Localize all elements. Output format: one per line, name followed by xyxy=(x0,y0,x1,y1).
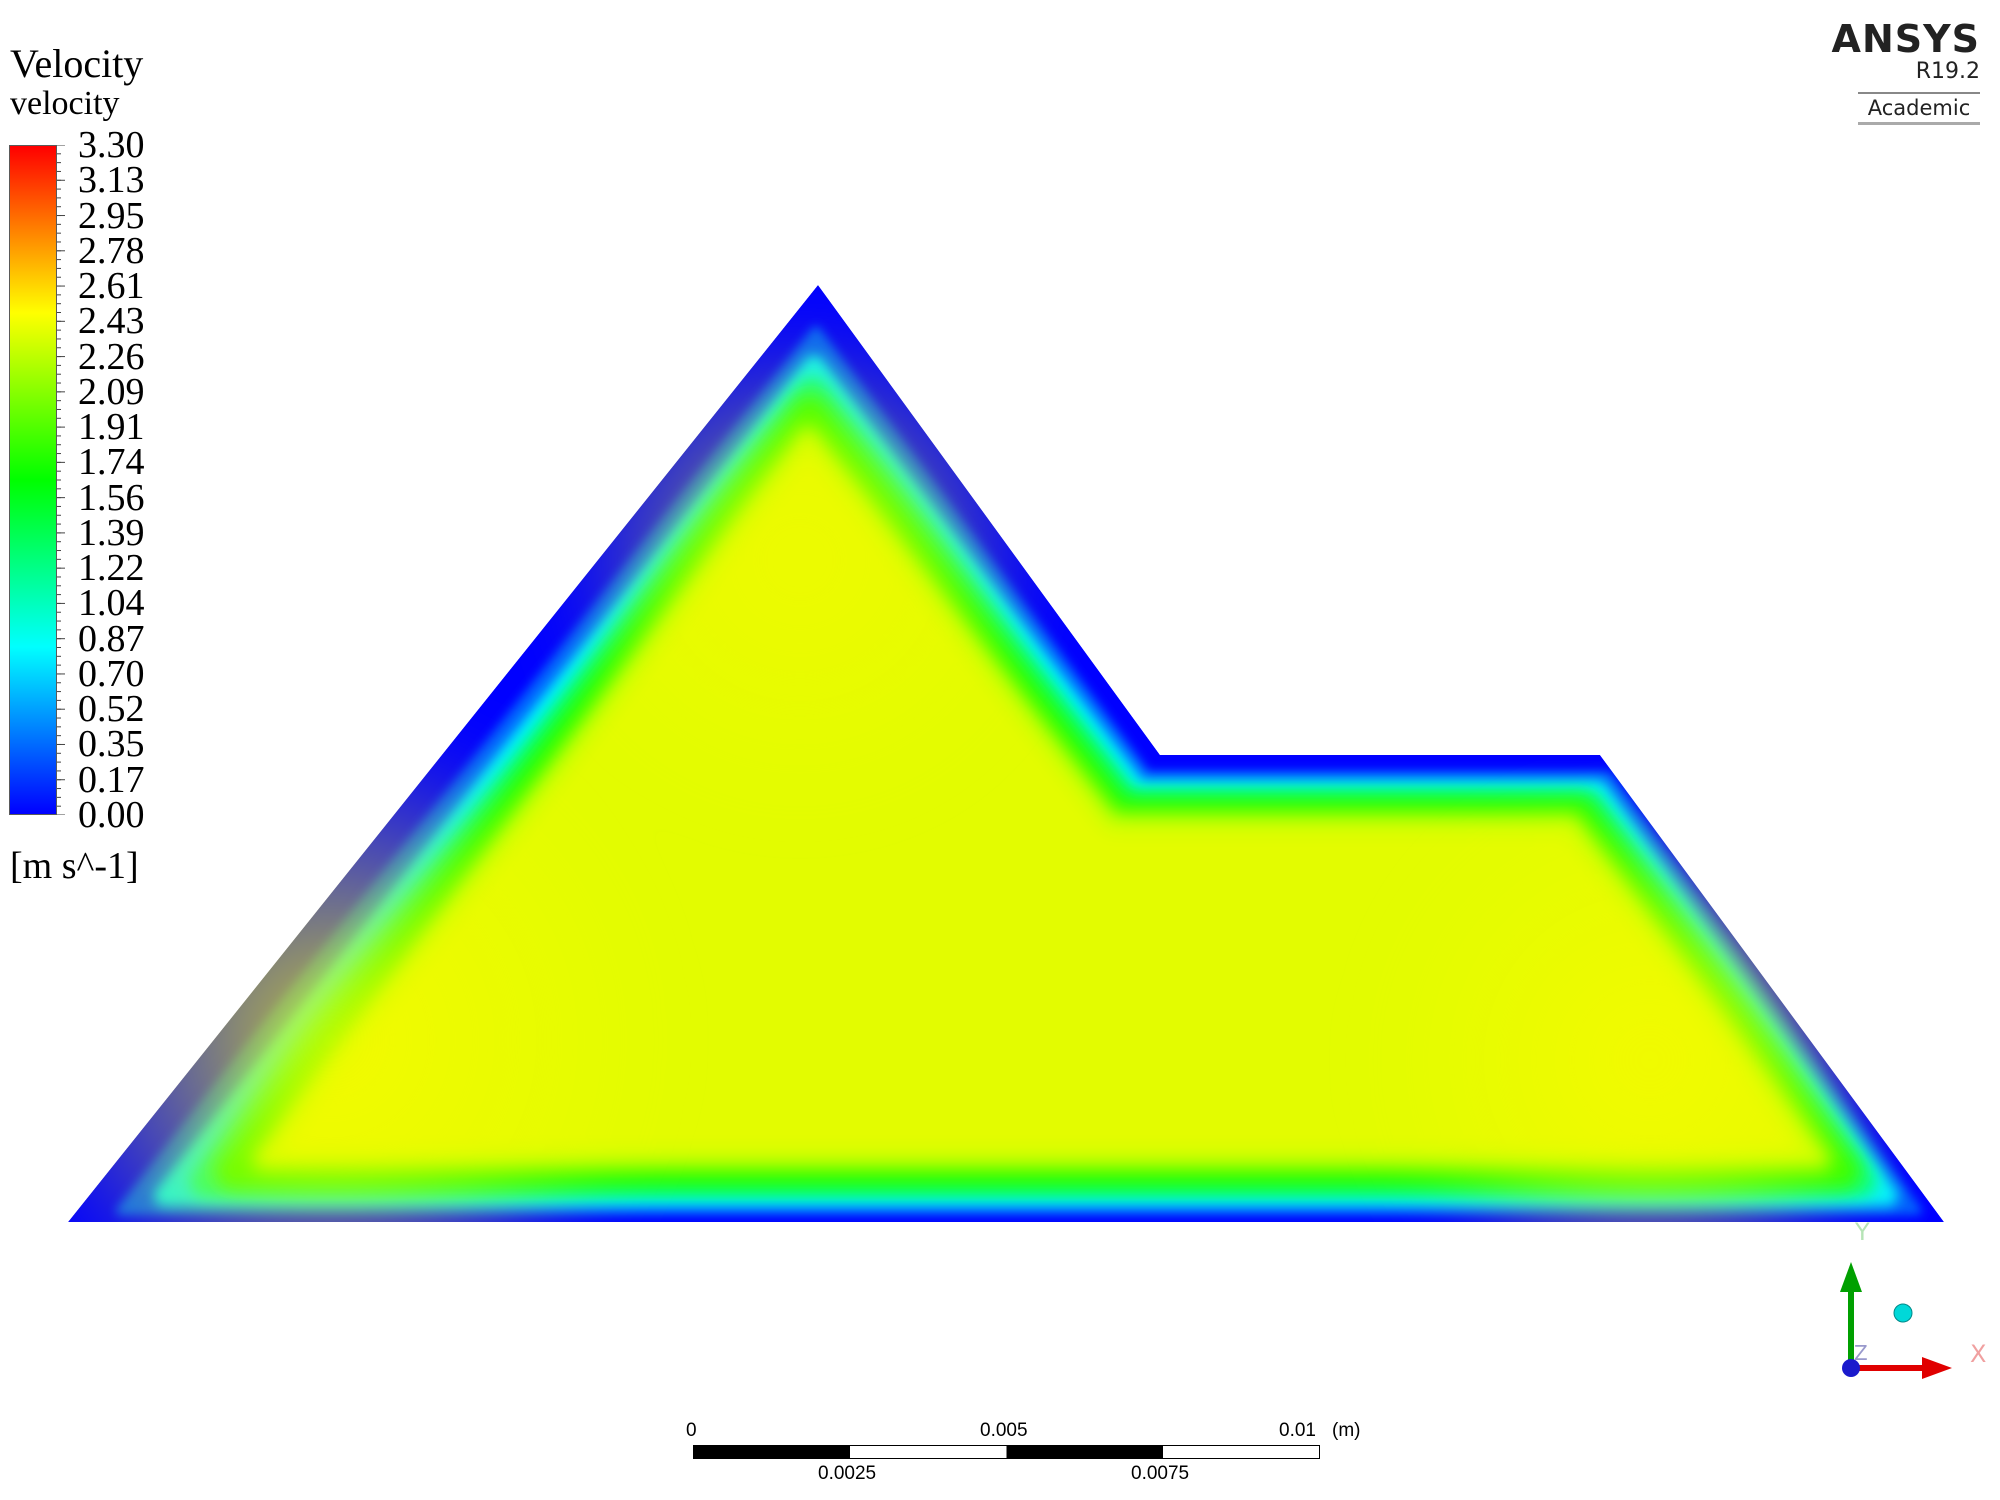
triad-y-label: Y xyxy=(1854,1218,1870,1246)
legend-tick-label: 3.30 xyxy=(78,124,145,166)
scale-unit: (m) xyxy=(1332,1420,1361,1441)
scale-label-0005: 0.005 xyxy=(980,1420,1028,1441)
legend-tick-label: 2.78 xyxy=(78,229,145,272)
legend-tick-label: 0.17 xyxy=(78,758,145,801)
brand-name: ANSYS xyxy=(1831,17,1980,61)
legend-tick-label: 2.61 xyxy=(78,265,145,308)
scale-label-00075: 0.0075 xyxy=(1131,1463,1190,1484)
scale-bar-segments xyxy=(693,1445,1320,1459)
triad-x-label: X xyxy=(1970,1340,1986,1368)
triad-y-arrowhead xyxy=(1840,1262,1862,1292)
brand-edition: Academic xyxy=(1858,92,1980,125)
legend-tick-label: 2.95 xyxy=(78,194,145,237)
scale-bar: 0 0.005 0.01 (m) 0.0025 0.0075 xyxy=(680,1420,1380,1500)
legend-subtitle: velocity xyxy=(10,85,120,122)
legend-tick-marks xyxy=(57,145,65,815)
legend-tick-label: 2.26 xyxy=(78,335,145,378)
legend-tick-label: 0.35 xyxy=(78,723,145,766)
scale-label-0: 0 xyxy=(686,1420,697,1441)
legend-tick-label: 3.13 xyxy=(78,159,145,202)
scale-label-001: 0.01 xyxy=(1279,1420,1316,1441)
legend-tick-label: 1.39 xyxy=(78,511,145,554)
legend-tick-labels: 3.30 3.13 2.95 2.78 2.61 2.43 2.26 2.09 1.91 1.74… xyxy=(78,126,178,836)
legend-tick-label: 1.04 xyxy=(78,582,145,625)
triad-x-arrowhead xyxy=(1922,1357,1952,1379)
legend-tick-label: 1.91 xyxy=(78,406,145,449)
ansys-logo: ANSYS R19.2 Academic xyxy=(1830,18,1980,125)
contour-hotspot-left xyxy=(68,720,650,1222)
legend-tick-label: 1.22 xyxy=(78,547,145,590)
axis-triad[interactable]: Y X Z xyxy=(1840,1218,1986,1379)
legend-units: [m s^-1] xyxy=(10,845,139,887)
velocity-contour xyxy=(68,285,1944,1222)
legend-tick-label: 2.09 xyxy=(78,370,145,413)
legend-tick-label: 0.00 xyxy=(78,794,145,836)
brand-version: R19.2 xyxy=(1915,59,1980,84)
legend-tick-label: 1.74 xyxy=(78,441,145,484)
legend-tick-label: 0.70 xyxy=(78,652,145,695)
legend-tick-label: 0.52 xyxy=(78,688,145,731)
legend-title: Velocity xyxy=(10,41,144,86)
triad-z-label: Z xyxy=(1854,1341,1868,1365)
legend-tick-label: 0.87 xyxy=(78,617,145,660)
legend-tick-label: 2.43 xyxy=(78,300,145,343)
legend-tick-label: 1.56 xyxy=(78,476,145,519)
contour-hotspot-right xyxy=(1390,800,1910,1222)
legend-colorbar xyxy=(9,145,57,815)
triad-origin xyxy=(1842,1359,1860,1377)
contour-hotspot-top xyxy=(560,320,1040,800)
scale-label-00025: 0.0025 xyxy=(818,1463,877,1484)
triad-view-sphere[interactable] xyxy=(1893,1303,1913,1323)
